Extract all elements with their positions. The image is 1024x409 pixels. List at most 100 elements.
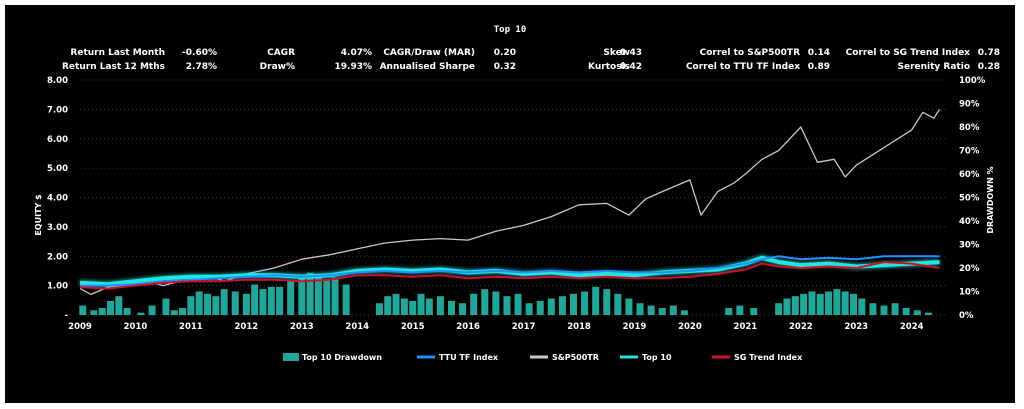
x-tick-label: 2014 [345, 322, 369, 332]
drawdown-bar [195, 291, 203, 315]
drawdown-bar [880, 305, 888, 315]
drawdown-bar [902, 307, 910, 315]
drawdown-bar [323, 279, 331, 315]
drawdown-bar [448, 300, 456, 315]
drawdown-bar [384, 296, 392, 315]
drawdown-bar [775, 303, 783, 315]
y2-axis-label: DRAWDOWN % [986, 166, 995, 233]
drawdown-bar [816, 293, 824, 315]
x-tick-label: 2023 [844, 322, 868, 332]
drawdown-bar [409, 300, 417, 315]
drawdown-bar [603, 289, 611, 315]
drawdown-bar [503, 296, 511, 315]
stat-value: 2.78% [186, 62, 217, 72]
drawdown-bar [417, 293, 425, 315]
stat-label: CAGR/Draw (MAR) [383, 48, 475, 58]
legend-swatch [283, 353, 299, 361]
stat-value: 0.43 [620, 48, 642, 58]
y-tick-label: 5.00 [47, 164, 68, 174]
stat-label: Kurtosis [588, 62, 630, 72]
x-tick-label: 2013 [290, 322, 314, 332]
y2-tick-label: 60% [959, 170, 980, 180]
x-tick-label: 2010 [124, 322, 148, 332]
drawdown-bar [98, 307, 106, 315]
y-tick-label: 7.00 [47, 105, 68, 115]
drawdown-bar [841, 291, 849, 315]
drawdown-bar [459, 303, 467, 315]
drawdown-bar [79, 305, 87, 315]
y2-tick-label: 30% [959, 241, 980, 251]
drawdown-bar [115, 296, 123, 315]
x-tick-label: 2012 [235, 322, 259, 332]
drawdown-bar [276, 286, 284, 315]
sg-trend-line [79, 261, 940, 290]
drawdown-bar [558, 296, 566, 315]
drawdown-bar [791, 296, 799, 315]
drawdown-bar [680, 310, 688, 315]
drawdown-bar [481, 289, 489, 315]
stat-value: 0.42 [620, 62, 642, 72]
stat-value: -0.60% [182, 48, 217, 58]
series-lines [79, 109, 941, 296]
stat-label: Draw% [260, 62, 295, 72]
grid-lines [80, 79, 945, 316]
y-tick-label: - [64, 311, 68, 321]
x-tick-label: 2016 [456, 322, 480, 332]
drawdown-bar [825, 291, 833, 315]
drawdown-bar [913, 310, 921, 315]
x-tick-label: 2021 [734, 322, 758, 332]
chart-title: Top 10 [494, 25, 527, 35]
drawdown-bar [375, 303, 383, 315]
y2-tick-label: 50% [959, 194, 980, 204]
y2-tick-label: 100% [959, 76, 986, 86]
drawdown-bar [725, 307, 733, 315]
chart-panel: Top 10 Return Last Month -0.60% CAGR 4.07% C… [5, 5, 1015, 403]
stat-value: 0.14 [808, 48, 830, 58]
y2-tick-label: 70% [959, 147, 980, 157]
left-axis-ticks: - 1.00 2.00 3.00 4.00 5.00 6.00 7.00 8.00 [47, 76, 68, 321]
y2-tick-label: 40% [959, 217, 980, 227]
y-tick-label: 6.00 [47, 135, 68, 145]
x-axis-ticks: 2009 2010 2011 2012 2013 2014 2015 2016 2017 2018… [68, 322, 923, 332]
drawdown-bar [400, 298, 408, 315]
drawdown-bar [783, 298, 791, 315]
drawdown-bar [514, 293, 522, 315]
drawdown-bar [470, 293, 478, 315]
drawdown-bar [436, 296, 444, 315]
drawdown-bar [392, 293, 400, 315]
drawdown-bar [592, 286, 600, 315]
drawdown-bar [306, 272, 314, 315]
drawdown-bar [106, 300, 114, 315]
y-tick-label: 2.00 [47, 252, 68, 262]
drawdown-bar [625, 298, 633, 315]
stat-value: 4.07% [341, 48, 372, 58]
drawdown-bar [162, 298, 170, 315]
drawdown-bar [658, 307, 666, 315]
drawdown-bar [242, 293, 250, 315]
drawdown-bar [850, 293, 858, 315]
right-axis-ticks: 0% 10% 20% 30% 40% 50% 60% 70% 80% 90% 100% [959, 76, 986, 321]
drawdown-bar [869, 303, 877, 315]
y2-tick-label: 10% [959, 288, 980, 298]
drawdown-bar [179, 307, 187, 315]
drawdown-bar [808, 291, 816, 315]
stat-label: Correl to S&P500TR [700, 48, 800, 58]
drawdown-bar [137, 312, 145, 315]
legend: Top 10 Drawdown TTU TF Index S&P500TR Top 1… [283, 353, 803, 362]
drawdown-bar [267, 286, 275, 315]
drawdown-bar [204, 293, 212, 315]
drawdown-bar [148, 305, 156, 315]
drawdown-bar [259, 289, 267, 315]
drawdown-bar [212, 296, 220, 315]
legend-label: SG Trend Index [734, 353, 803, 362]
stat-value: 19.93% [335, 62, 373, 72]
x-tick-label: 2019 [623, 322, 647, 332]
stat-value: 0.28 [978, 62, 1000, 72]
y2-tick-label: 20% [959, 264, 980, 274]
drawdown-bar [858, 298, 866, 315]
drawdown-bar [342, 284, 350, 315]
drawdown-bar [314, 275, 322, 315]
drawdown-bar [924, 312, 932, 315]
stat-value: 0.78 [978, 48, 1000, 58]
